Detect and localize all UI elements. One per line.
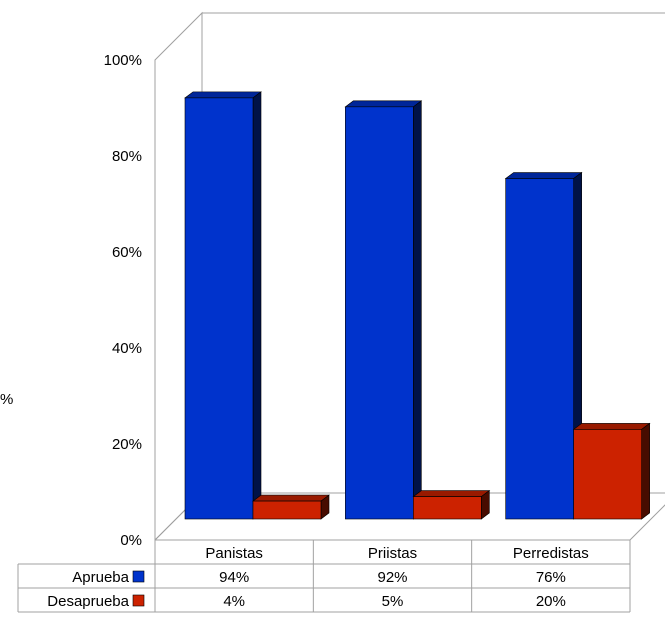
bar-side: [641, 422, 650, 520]
legend-swatch: [132, 594, 145, 607]
legend-label: Aprueba: [72, 569, 129, 586]
table-value-cell: 4%: [223, 593, 245, 610]
bars: [184, 91, 651, 520]
table-value-cell: 92%: [377, 569, 407, 586]
bar-aprueba-perredistas: [504, 171, 583, 520]
y-tick-label: 40%: [112, 340, 142, 357]
y-tick-label: 80%: [112, 148, 142, 165]
bar-top: [412, 490, 491, 497]
legend-label: Desaprueba: [47, 593, 129, 610]
bar-front: [505, 178, 574, 520]
data-table: Panistas Priistas Perredistas Aprueba 94% 92%…: [17, 539, 631, 613]
table-header-cell: Perredistas: [513, 545, 589, 562]
bar-top: [252, 494, 330, 502]
table-value-cell: 76%: [536, 569, 566, 586]
table-value-cell: 5%: [382, 593, 404, 610]
bar-front: [252, 500, 322, 520]
y-tick-label: 20%: [112, 436, 142, 453]
bar-desaprueba-panistas: [252, 494, 330, 520]
back-wall: [201, 12, 665, 493]
y-axis-ticks: 0% 20% 40% 60% 80% 100%: [104, 52, 142, 549]
bar-top: [184, 91, 262, 99]
bar-front: [573, 429, 642, 520]
bar-aprueba-priistas: [344, 100, 423, 520]
bar-top: [344, 100, 423, 108]
y-tick-label: 100%: [104, 52, 142, 69]
bar-desaprueba-priistas: [412, 490, 491, 520]
bar-side: [413, 100, 422, 520]
y-axis-label: %: [0, 391, 13, 408]
bar-top: [504, 172, 583, 179]
bar-top: [572, 423, 651, 430]
table-value-cell: 20%: [536, 593, 566, 610]
bar-side: [252, 91, 262, 520]
table-header-cell: Panistas: [205, 545, 263, 562]
bar-front: [345, 106, 414, 520]
y-tick-label: 60%: [112, 244, 142, 261]
bar-aprueba-panistas: [184, 91, 262, 520]
bar-front: [413, 496, 482, 520]
bar-desaprueba-perredistas: [572, 422, 651, 520]
bar-front: [184, 97, 254, 520]
y-tick-label: 0%: [120, 532, 142, 549]
table-value-cell: 94%: [219, 569, 249, 586]
table-header-cell: Priistas: [368, 545, 417, 562]
legend-swatch: [132, 570, 145, 583]
